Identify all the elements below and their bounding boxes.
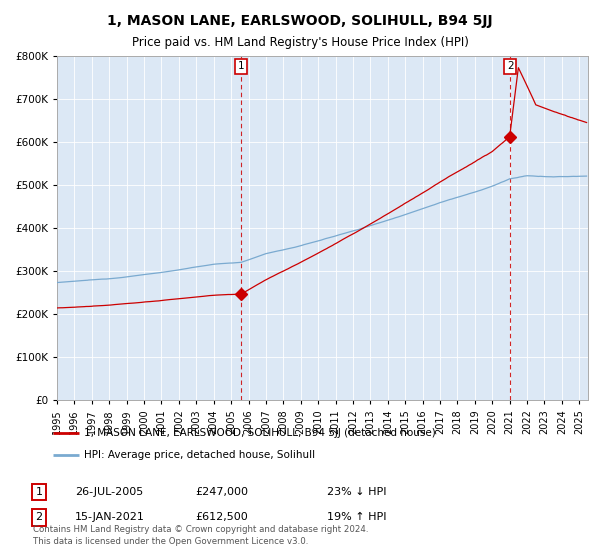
- Text: £247,000: £247,000: [195, 487, 248, 497]
- Text: 1: 1: [238, 61, 244, 71]
- Text: Contains HM Land Registry data © Crown copyright and database right 2024.
This d: Contains HM Land Registry data © Crown c…: [33, 525, 368, 546]
- Text: HPI: Average price, detached house, Solihull: HPI: Average price, detached house, Soli…: [84, 450, 316, 460]
- Text: 2: 2: [35, 512, 43, 522]
- Text: Price paid vs. HM Land Registry's House Price Index (HPI): Price paid vs. HM Land Registry's House …: [131, 36, 469, 49]
- Text: 15-JAN-2021: 15-JAN-2021: [75, 512, 145, 522]
- Text: 26-JUL-2005: 26-JUL-2005: [75, 487, 143, 497]
- Text: 1: 1: [35, 487, 43, 497]
- Text: 2: 2: [507, 61, 514, 71]
- Text: 1, MASON LANE, EARLSWOOD, SOLIHULL, B94 5JJ (detached house): 1, MASON LANE, EARLSWOOD, SOLIHULL, B94 …: [84, 428, 436, 438]
- Text: 23% ↓ HPI: 23% ↓ HPI: [327, 487, 386, 497]
- Text: 1, MASON LANE, EARLSWOOD, SOLIHULL, B94 5JJ: 1, MASON LANE, EARLSWOOD, SOLIHULL, B94 …: [107, 14, 493, 28]
- Text: £612,500: £612,500: [195, 512, 248, 522]
- Text: 19% ↑ HPI: 19% ↑ HPI: [327, 512, 386, 522]
